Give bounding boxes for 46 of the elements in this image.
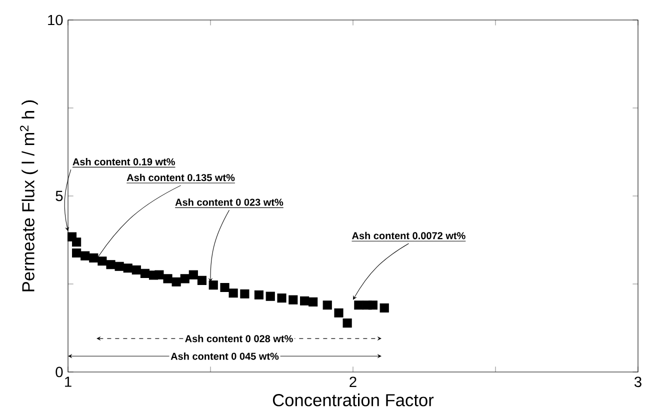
point [342, 318, 352, 328]
point [277, 294, 286, 303]
point [154, 270, 164, 280]
annotation: Ash content 0 023 wt% [175, 198, 284, 206]
point [300, 296, 310, 306]
y-tick-label: 5 [56, 190, 63, 202]
y-tick-label: 0 [56, 366, 63, 378]
annotation: Ash content 0 028 wt% [185, 334, 293, 342]
point [228, 288, 238, 298]
point [254, 290, 264, 300]
x-tick-label: 3 [634, 376, 642, 388]
x-tick-label: 1 [65, 376, 72, 387]
point [380, 303, 389, 312]
annotation: Ash content 0.19 wt% [72, 158, 175, 166]
point [132, 265, 141, 274]
point [163, 274, 172, 284]
point [208, 280, 218, 290]
point [288, 295, 298, 304]
x-axis-title: Concentration Factor [272, 394, 434, 406]
point [72, 238, 82, 247]
point [266, 292, 275, 301]
point [308, 297, 318, 306]
point [114, 262, 124, 271]
point [98, 256, 107, 266]
annotation: Ash content 0.0072 wt% [352, 232, 466, 240]
point [180, 274, 190, 284]
y-axis-title: Permeate Flux ( l / m$^{2}$ h ) [20, 100, 38, 292]
point [72, 248, 82, 258]
y-tick-label: 10 [48, 14, 63, 26]
point [172, 277, 181, 286]
x-tick-label: 2 [350, 376, 356, 387]
point [106, 260, 116, 270]
annotation: Ash content 0.135 wt% [126, 174, 235, 182]
point [123, 264, 132, 273]
point [354, 300, 364, 310]
point [322, 300, 332, 310]
point [140, 268, 150, 278]
annotation: Ash content 0 045 wt% [170, 352, 279, 360]
point [334, 308, 344, 318]
point [188, 270, 198, 280]
point [220, 282, 230, 292]
point [89, 253, 98, 262]
point [368, 300, 378, 310]
point [197, 276, 206, 286]
point [80, 251, 90, 260]
point [240, 289, 250, 298]
